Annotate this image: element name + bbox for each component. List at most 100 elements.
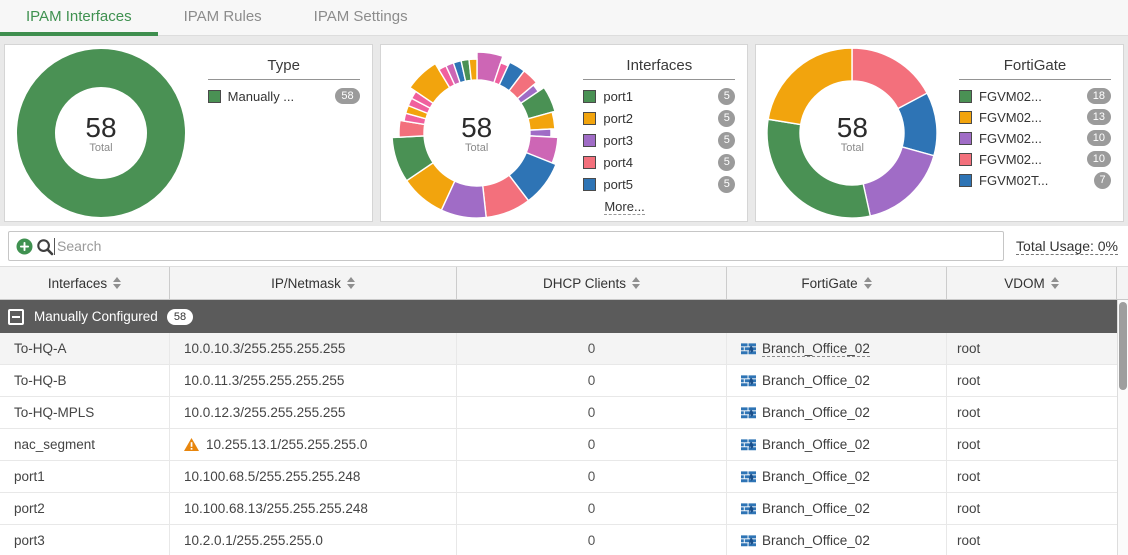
ip-netmask-value: 10.100.68.5/255.255.255.248 bbox=[184, 469, 361, 484]
collapse-group-icon[interactable] bbox=[8, 308, 24, 325]
legend-item-label: port3 bbox=[603, 133, 633, 148]
ip-netmask-cell: 10.100.68.5/255.255.255.248 bbox=[170, 461, 457, 492]
dhcp-clients-cell: 0 bbox=[457, 397, 727, 428]
fortigate-cell: Branch_Office_02 bbox=[727, 525, 947, 555]
group-row-manually-configured: Manually Configured 58 bbox=[0, 300, 1117, 333]
ip-netmask-cell: 10.0.10.3/255.255.255.255 bbox=[170, 333, 457, 364]
legend-item-label: FGVM02... bbox=[979, 151, 1042, 167]
fortigate-link[interactable]: Branch_Office_02 bbox=[762, 501, 870, 516]
ip-netmask-cell: 10.2.0.1/255.255.255.0 bbox=[170, 525, 457, 555]
column-header-vdom[interactable]: VDOM bbox=[947, 267, 1117, 299]
column-header-fortigate[interactable]: FortiGate bbox=[727, 267, 947, 299]
legend-count-badge: 10 bbox=[1086, 130, 1112, 146]
table-row-port2[interactable]: port2 10.100.68.13/255.255.255.248 0 Branch… bbox=[0, 493, 1117, 525]
sort-icon[interactable] bbox=[346, 277, 355, 289]
fortigate-device-icon bbox=[741, 342, 756, 355]
tab-ipam-rules[interactable]: IPAM Rules bbox=[183, 8, 262, 25]
legend-item-manually[interactable]: Manually ... 58 bbox=[207, 88, 360, 104]
dhcp-clients-cell: 0 bbox=[457, 493, 727, 524]
total-usage-link[interactable]: Total Usage: 0% bbox=[1016, 237, 1118, 255]
tab-ipam-settings[interactable]: IPAM Settings bbox=[313, 8, 408, 25]
legend-item-fgvm02[interactable]: FGVM02... 13 bbox=[959, 109, 1112, 125]
sort-icon[interactable] bbox=[1050, 277, 1059, 289]
legend-count-badge: 5 bbox=[718, 88, 736, 105]
legend-count-badge: 10 bbox=[1086, 151, 1112, 167]
legend-item-fgvm02[interactable]: FGVM02... 18 bbox=[959, 88, 1112, 104]
search-box bbox=[8, 231, 1005, 261]
fortigate-link[interactable]: Branch_Office_02 bbox=[762, 340, 870, 357]
vdom-cell: root bbox=[957, 469, 981, 484]
ip-netmask-value: 10.2.0.1/255.255.255.0 bbox=[184, 533, 323, 548]
legend-item-port5[interactable]: port5 5 bbox=[583, 176, 736, 193]
column-label: Interfaces bbox=[47, 275, 108, 291]
vertical-scrollbar[interactable] bbox=[1117, 300, 1128, 555]
ip-netmask-value: 10.100.68.13/255.255.255.248 bbox=[184, 501, 368, 516]
interfaces-donut-chart[interactable]: 58 Total bbox=[391, 47, 563, 219]
fortigate-legend: FortiGate FGVM02... 18 FGVM02... 13 FGVM02..… bbox=[959, 45, 1112, 194]
dhcp-clients-cell: 0 bbox=[457, 461, 727, 492]
search-input[interactable] bbox=[8, 231, 1005, 261]
legend-color-swatch bbox=[583, 90, 597, 103]
tab-ipam-interfaces[interactable]: IPAM Interfaces bbox=[0, 0, 158, 36]
ip-netmask-value: 10.0.10.3/255.255.255.255 bbox=[184, 341, 346, 356]
legend-item-port1[interactable]: port1 5 bbox=[583, 88, 736, 105]
fortigate-link[interactable]: Branch_Office_02 bbox=[762, 373, 870, 388]
vdom-cell: root bbox=[957, 373, 981, 388]
column-header-ip-netmask[interactable]: IP/Netmask bbox=[170, 267, 457, 299]
column-label: IP/Netmask bbox=[271, 275, 341, 291]
legend-color-swatch bbox=[583, 178, 597, 191]
legend-item-port3[interactable]: port3 5 bbox=[583, 132, 736, 149]
legend-item-port2[interactable]: port2 5 bbox=[583, 110, 736, 127]
fortigate-cell: Branch_Office_02 bbox=[727, 365, 947, 396]
legend-more-link[interactable]: More... bbox=[604, 199, 645, 215]
type-donut-chart[interactable]: 58 Total bbox=[15, 47, 187, 219]
table-row-to-hq-mpls[interactable]: To-HQ-MPLS 10.0.12.3/255.255.255.255 0 Bran… bbox=[0, 397, 1117, 429]
interface-name-cell: port1 bbox=[0, 461, 170, 492]
legend-item-fgvm02[interactable]: FGVM02... 10 bbox=[959, 130, 1112, 146]
fortigate-link[interactable]: Branch_Office_02 bbox=[762, 437, 870, 452]
legend-count-badge: 5 bbox=[718, 154, 736, 171]
sort-icon[interactable] bbox=[632, 277, 641, 289]
interfaces-chart-card: 58 Total Interfaces port1 5 port2 5 port3 5 po… bbox=[379, 44, 749, 222]
interface-name-cell: To-HQ-B bbox=[0, 365, 170, 396]
fortigate-device-icon bbox=[741, 470, 756, 483]
sort-icon[interactable] bbox=[113, 277, 122, 289]
legend-color-swatch bbox=[959, 174, 973, 187]
fortigate-link[interactable]: Branch_Office_02 bbox=[762, 533, 870, 548]
ip-netmask-value: 10.0.12.3/255.255.255.255 bbox=[184, 405, 346, 420]
sort-icon[interactable] bbox=[863, 277, 872, 289]
scrollbar-thumb[interactable] bbox=[1119, 302, 1127, 390]
ip-netmask-value: 10.255.13.1/255.255.255.0 bbox=[206, 437, 368, 452]
ip-netmask-value: 10.0.11.3/255.255.255.255 bbox=[184, 373, 345, 388]
type-chart-card: 58 Total Type Manually ... 58 bbox=[4, 44, 373, 222]
table-row-to-hq-b[interactable]: To-HQ-B 10.0.11.3/255.255.255.255 0 Branch_… bbox=[0, 365, 1117, 397]
table-row-port1[interactable]: port1 10.100.68.5/255.255.255.248 0 Branch_… bbox=[0, 461, 1117, 493]
table-row-to-hq-a[interactable]: To-HQ-A 10.0.10.3/255.255.255.255 0 Branch_… bbox=[0, 333, 1117, 365]
search-bar: Total Usage: 0% bbox=[0, 226, 1128, 266]
fortigate-link[interactable]: Branch_Office_02 bbox=[762, 405, 870, 420]
fortigate-cell: Branch_Office_02 bbox=[727, 429, 947, 460]
interfaces-donut-svg bbox=[391, 51, 559, 219]
table-row-nac-segment[interactable]: nac_segment 10.255.13.1/255.255.255.0 0 Bra… bbox=[0, 429, 1117, 461]
column-header-interfaces[interactable]: Interfaces bbox=[0, 267, 170, 299]
fortigate-donut-chart[interactable]: 58 Total bbox=[766, 47, 939, 219]
fortigate-chart-card: 58 Total FortiGate FGVM02... 18 FGVM02... 1… bbox=[755, 44, 1125, 222]
add-filter-icon[interactable] bbox=[16, 238, 33, 260]
fortigate-link[interactable]: Branch_Office_02 bbox=[762, 469, 870, 484]
table-header: Interfaces IP/Netmask DHCP Clients FortiGat… bbox=[0, 266, 1128, 300]
table-row-port3[interactable]: port3 10.2.0.1/255.255.255.0 0 Branch_Offic… bbox=[0, 525, 1117, 555]
legend-item-fgvm02[interactable]: FGVM02... 10 bbox=[959, 151, 1112, 167]
interface-name-cell: To-HQ-MPLS bbox=[0, 397, 170, 428]
legend-item-label: Manually ... bbox=[227, 88, 295, 104]
fortigate-device-icon bbox=[741, 406, 756, 419]
legend-item-fgvm02t[interactable]: FGVM02T... 7 bbox=[959, 172, 1112, 189]
fortigate-device-icon bbox=[741, 374, 756, 387]
legend-item-port4[interactable]: port4 5 bbox=[583, 154, 736, 171]
column-header-dhcp-clients[interactable]: DHCP Clients bbox=[457, 267, 727, 299]
search-icon bbox=[36, 238, 54, 261]
legend-color-swatch bbox=[583, 112, 597, 125]
interface-name-cell: To-HQ-A bbox=[0, 333, 170, 364]
legend-color-swatch bbox=[583, 156, 597, 169]
text-caret bbox=[54, 238, 55, 255]
group-count-badge: 58 bbox=[166, 308, 194, 325]
